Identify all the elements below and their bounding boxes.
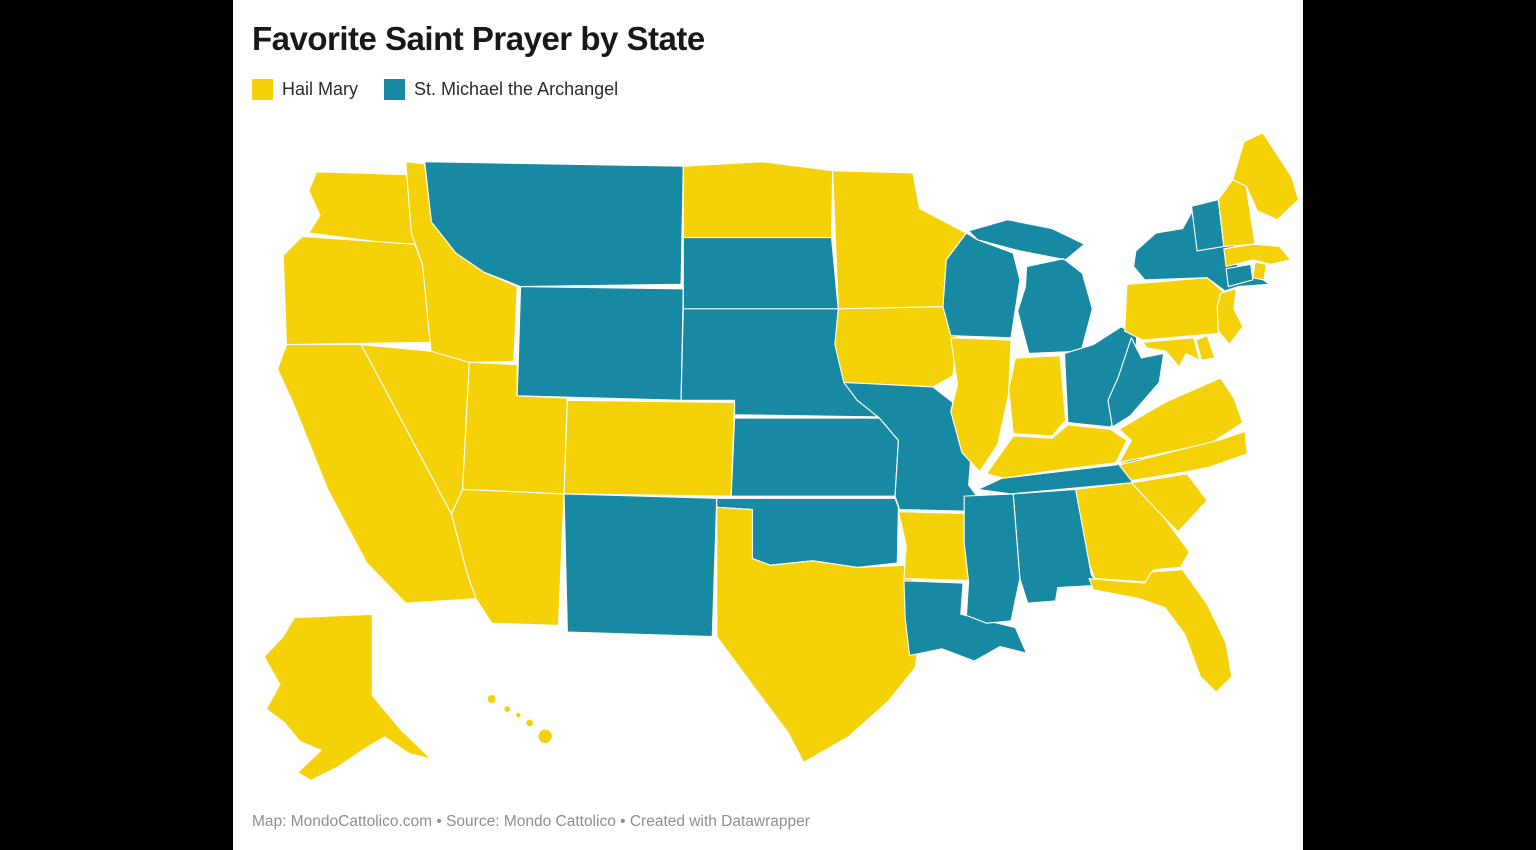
state-az[interactable] [450, 488, 565, 626]
state-co[interactable] [563, 399, 736, 497]
legend-label-hail-mary: Hail Mary [282, 79, 359, 99]
legend: Hail Mary St. Michael the Archangel [252, 79, 618, 100]
state-nj[interactable] [1216, 288, 1244, 346]
state-ma[interactable] [1223, 243, 1292, 268]
us-choropleth-map [233, 118, 1303, 794]
state-wa[interactable] [308, 171, 424, 248]
state-la[interactable] [903, 580, 1028, 662]
state-de[interactable] [1195, 335, 1216, 361]
state-nh[interactable] [1217, 179, 1256, 248]
state-nm[interactable] [563, 493, 718, 638]
page-title: Favorite Saint Prayer by State [252, 20, 705, 57]
state-nc[interactable] [1118, 430, 1248, 482]
legend-item-st-michael: St. Michael the Archangel [384, 79, 618, 100]
state-ak[interactable] [263, 613, 432, 781]
state-nd[interactable] [682, 161, 834, 239]
state-ia[interactable] [834, 306, 959, 388]
chart-card: Favorite Saint Prayer by State Hail Mary… [233, 0, 1303, 850]
us-map-svg [263, 132, 1300, 781]
state-in[interactable] [1008, 355, 1067, 437]
legend-item-hail-mary: Hail Mary [252, 79, 358, 100]
state-sd[interactable] [682, 236, 839, 310]
legend-swatch-hail-mary [252, 79, 273, 100]
state-ms[interactable] [963, 493, 1021, 624]
state-or[interactable] [282, 235, 432, 346]
state-wy[interactable] [516, 286, 684, 401]
state-fl[interactable] [1088, 569, 1233, 693]
state-al[interactable] [1012, 488, 1099, 604]
state-me[interactable] [1232, 132, 1300, 221]
state-ga[interactable] [1075, 482, 1190, 583]
legend-swatch-st-michael [384, 79, 406, 100]
state-ky[interactable] [985, 424, 1128, 479]
attribution-footer: Map: MondoCattolico.com • Source: Mondo … [252, 813, 810, 830]
state-pa[interactable] [1124, 277, 1226, 341]
state-ks[interactable] [730, 417, 899, 497]
state-wv[interactable] [1107, 337, 1165, 428]
state-wi[interactable] [942, 232, 1021, 339]
state-ct[interactable] [1225, 263, 1254, 288]
legend-label-st-michael: St. Michael the Archangel [414, 79, 619, 99]
state-md[interactable] [1141, 337, 1200, 368]
state-il[interactable] [950, 337, 1012, 473]
state-hi[interactable] [486, 693, 553, 745]
state-ri[interactable] [1252, 261, 1267, 281]
